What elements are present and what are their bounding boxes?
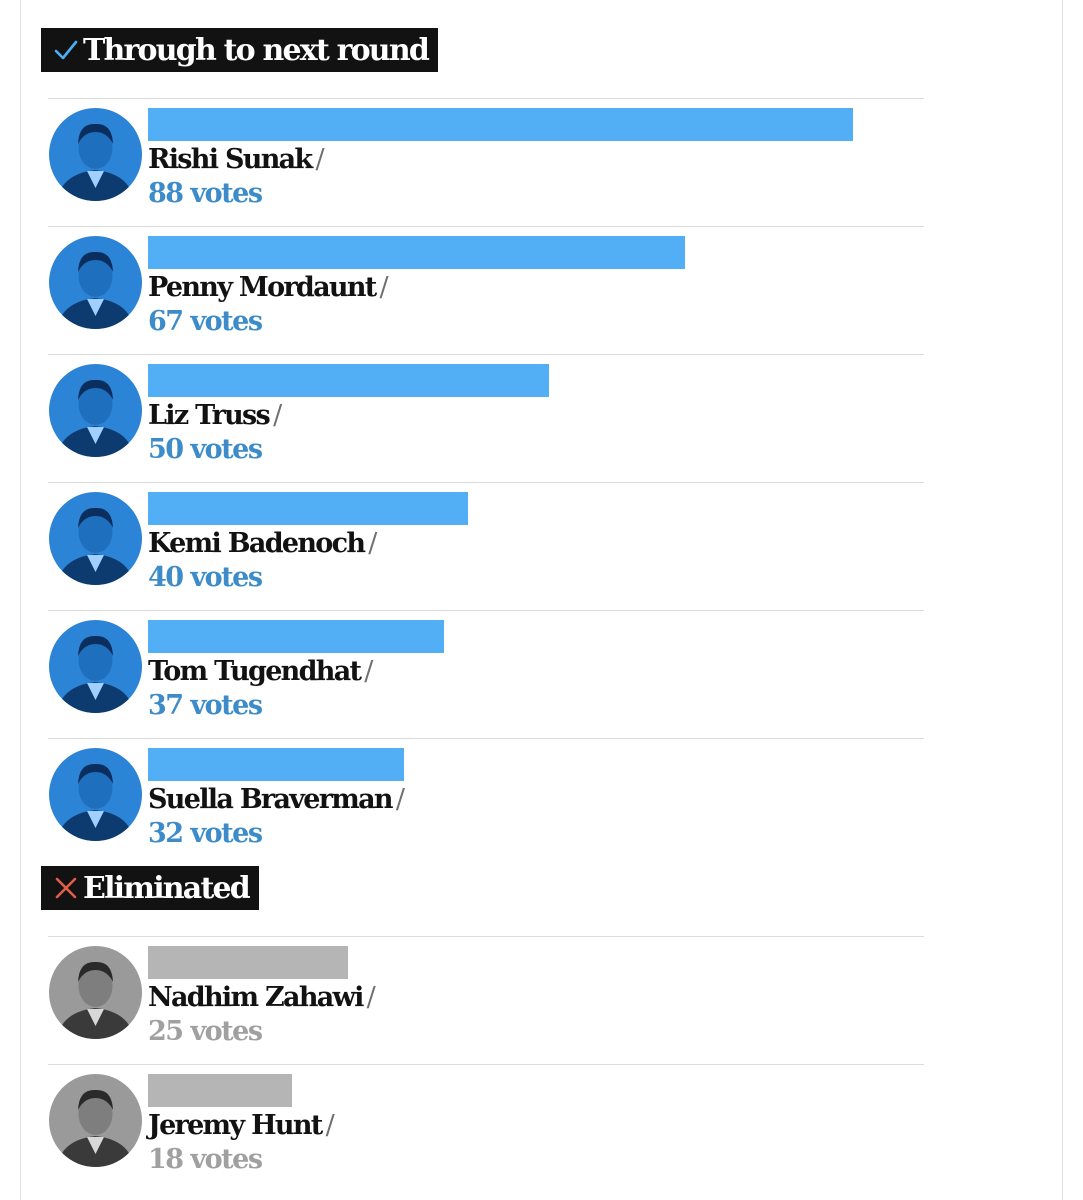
vote-bar [148, 236, 685, 269]
candidate-photo [49, 1074, 142, 1167]
candidate-name-line: Rishi Sunak / [148, 143, 325, 177]
chart-frame [20, 0, 1063, 1200]
candidate-photo [49, 492, 142, 585]
vote-count-label: 37 votes [148, 690, 263, 721]
candidate-name-line: Tom Tugendhat / [148, 655, 373, 689]
candidate-photo [49, 236, 142, 329]
candidate-name: Nadhim Zahawi [148, 982, 364, 1013]
vote-count-label: 32 votes [148, 818, 263, 849]
vote-bar [148, 620, 444, 653]
section-label-through: Through to next round [41, 28, 439, 72]
vote-bar [148, 946, 348, 979]
vote-bar [148, 108, 853, 141]
candidate-row: Jeremy Hunt/18 votes [48, 1064, 924, 1192]
name-separator: / [315, 144, 325, 175]
candidate-row: Nadhim Zahawi/25 votes [48, 936, 924, 1064]
name-separator: / [395, 784, 405, 815]
name-separator: / [325, 1110, 335, 1141]
section-title-through: Through to next round [83, 32, 430, 68]
name-separator: / [368, 528, 378, 559]
vote-count-label: 88 votes [148, 178, 263, 209]
candidate-name: Suella Braverman [148, 784, 394, 815]
candidate-name: Tom Tugendhat [148, 656, 362, 687]
candidate-row: Penny Mordaunt/67 votes [48, 226, 924, 354]
candidate-photo [49, 620, 142, 713]
name-separator: / [364, 656, 374, 687]
vote-count-label: 18 votes [148, 1144, 263, 1175]
candidate-row: Rishi Sunak/88 votes [48, 98, 924, 226]
candidate-row: Suella Braverman/32 votes [48, 738, 924, 866]
vote-bar [148, 748, 404, 781]
candidate-name: Rishi Sunak [148, 144, 313, 175]
candidate-name: Penny Mordaunt [148, 272, 377, 303]
vote-count-label: 50 votes [148, 434, 263, 465]
vote-bar [148, 364, 549, 397]
candidate-photo [49, 108, 142, 201]
candidate-row: Liz Truss/50 votes [48, 354, 924, 482]
vote-bar [148, 1074, 292, 1107]
candidate-name: Liz Truss [148, 400, 271, 431]
name-separator: / [366, 982, 376, 1013]
name-separator: / [379, 272, 389, 303]
vote-bar [148, 492, 468, 525]
candidate-name: Jeremy Hunt [148, 1110, 323, 1141]
candidate-name: Kemi Badenoch [148, 528, 366, 559]
candidate-row: Kemi Badenoch/40 votes [48, 482, 924, 610]
candidate-name-line: Penny Mordaunt / [148, 271, 389, 305]
candidate-photo [49, 748, 142, 841]
candidate-name-line: Nadhim Zahawi / [148, 981, 376, 1015]
vote-count-label: 67 votes [148, 306, 263, 337]
checkmark-icon [51, 35, 81, 65]
candidate-name-line: Kemi Badenoch / [148, 527, 377, 561]
vote-count-label: 25 votes [148, 1016, 263, 1047]
candidate-photo [49, 946, 142, 1039]
candidate-name-line: Suella Braverman / [148, 783, 405, 817]
candidate-photo [49, 364, 142, 457]
name-separator: / [273, 400, 283, 431]
candidate-row: Tom Tugendhat/37 votes [48, 610, 924, 738]
cross-icon [51, 873, 81, 903]
candidate-name-line: Jeremy Hunt / [148, 1109, 335, 1143]
vote-count-label: 40 votes [148, 562, 263, 593]
candidate-name-line: Liz Truss / [148, 399, 282, 433]
section-label-eliminated: Eliminated [41, 866, 259, 910]
section-title-eliminated: Eliminated [83, 870, 251, 906]
